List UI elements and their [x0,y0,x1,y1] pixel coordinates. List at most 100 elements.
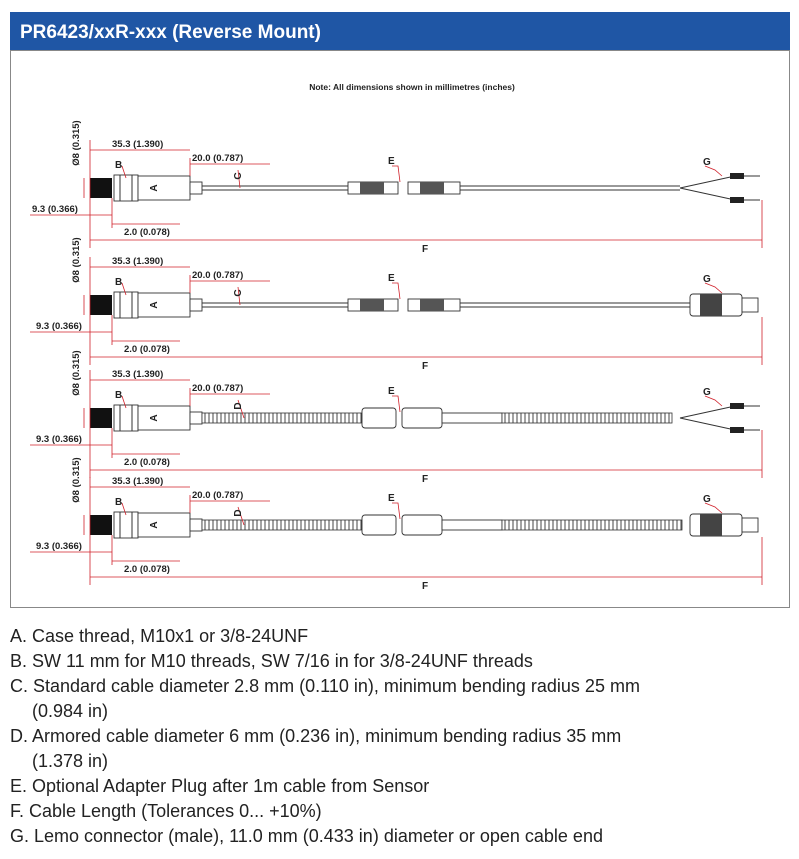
plug-grip [360,299,384,311]
letter-f: F [422,361,428,372]
drawing-frame [10,50,790,608]
gap-label: 2.0 (0.078) [124,227,170,238]
ferrule [730,427,744,433]
letter-a: A [149,184,160,191]
leader [704,282,723,294]
length2-label: 20.0 (0.787) [192,383,243,394]
armored-cable [501,519,683,531]
body [137,292,191,318]
leader [237,399,245,419]
header-title: PR6423/xxR-xxx (Reverse Mount) [20,22,321,43]
length2-label: 20.0 (0.787) [192,153,243,164]
letter-g: G [703,274,711,285]
letter-b: B [115,497,122,508]
letter-g: G [703,157,711,168]
hex-nut [113,291,139,319]
lemo-grip [700,514,722,536]
ferrule [730,197,744,203]
cable [441,519,503,531]
length2-label: 20.0 (0.787) [192,490,243,501]
gap-label: 2.0 (0.078) [124,457,170,468]
gap-label: 2.0 (0.078) [124,344,170,355]
header-bar [10,12,790,50]
note: Note: All dimensions shown in millimetre… [309,82,515,92]
leader [392,502,401,520]
body-tail [189,411,203,425]
ferrule [730,173,744,179]
body [137,175,191,201]
leader [704,165,723,177]
offset-label: 9.3 (0.366) [36,321,82,332]
cable [441,412,503,424]
letter-a: A [149,414,160,421]
thread [90,178,112,198]
leader [392,395,401,413]
offset-label: 9.3 (0.366) [36,434,82,445]
body-tail [189,181,203,195]
letter-f: F [422,581,428,592]
diameter-label: Ø8 (0.315) [71,350,82,395]
letter-a: A [149,521,160,528]
armored-cable [201,519,363,531]
letter-e: E [388,273,395,284]
leader [237,169,241,189]
wire [679,175,760,189]
hex-nut [113,174,139,202]
plug [361,407,397,429]
wire [679,187,760,201]
lemo-tip [741,297,759,313]
letter-cable: C [233,172,244,179]
letter-g: G [703,494,711,505]
plug [401,514,443,536]
body-tail [189,298,203,312]
letter-cable: D [233,509,244,516]
letter-e: E [388,493,395,504]
hex-nut [113,511,139,539]
legend-item: E. Optional Adapter Plug after 1m cable … [10,776,430,796]
plug [401,407,443,429]
letter-b: B [115,160,122,171]
leader [392,165,401,183]
armored-cable [501,412,673,424]
legend-item: G. Lemo connector (male), 11.0 mm (0.433… [10,826,603,846]
length-label: 35.3 (1.390) [112,139,163,150]
wire [679,417,760,431]
leader [121,282,127,296]
leader [237,286,241,306]
leader [392,282,401,300]
body-tail [189,518,203,532]
legend-item: F. Cable Length (Tolerances 0... +10%) [10,801,322,821]
legend-item: B. SW 11 mm for M10 threads, SW 7/16 in … [10,651,533,671]
plug-grip [420,182,444,194]
leader [704,395,723,407]
offset-label: 9.3 (0.366) [32,204,78,215]
thread [90,515,112,535]
diameter-label: Ø8 (0.315) [71,457,82,502]
ferrule [730,403,744,409]
lemo-grip [700,294,722,316]
length-label: 35.3 (1.390) [112,256,163,267]
diagram: PR6423/xxR-xxx (Reverse Mount) Note: All… [10,12,790,608]
diameter-label: Ø8 (0.315) [71,120,82,165]
letter-f: F [422,474,428,485]
letter-cable: C [233,289,244,296]
letter-a: A [149,301,160,308]
length-label: 35.3 (1.390) [112,476,163,487]
legend-item: A. Case thread, M10x1 or 3/8-24UNF [10,626,309,646]
offset-label: 9.3 (0.366) [36,541,82,552]
armored-cable [201,412,363,424]
letter-g: G [703,387,711,398]
leader [121,395,127,409]
legend: A. Case thread, M10x1 or 3/8-24UNF B. SW … [10,624,670,849]
legend-item: C. Standard cable diameter 2.8 mm (0.110… [10,676,640,721]
hex-nut [113,404,139,432]
length-label: 35.3 (1.390) [112,369,163,380]
plug-grip [420,299,444,311]
letter-cable: D [233,402,244,409]
plug [361,514,397,536]
letter-e: E [388,156,395,167]
letter-f: F [422,244,428,255]
body [137,405,191,431]
plug-grip [360,182,384,194]
